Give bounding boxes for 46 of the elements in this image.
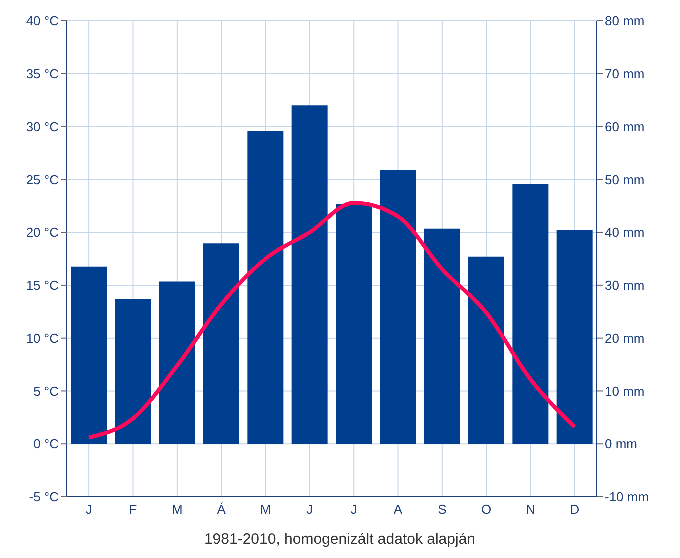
y2-tick-label: 30 mm — [605, 278, 645, 294]
y-tick-label: 35 °C — [26, 66, 59, 82]
y-tick-label: 5 °C — [34, 384, 59, 399]
bar — [292, 106, 328, 444]
bar — [248, 131, 284, 444]
bar — [115, 299, 152, 444]
y-tick-label: 0 °C — [34, 436, 59, 452]
text: 1981-2010, homogenizált adatok alapján — [203, 531, 477, 548]
x-tick-label: S — [438, 502, 448, 518]
bar — [468, 256, 504, 444]
y2-tick-label: 40 mm — [605, 225, 645, 240]
x-tick-label: A — [394, 502, 403, 518]
x-tick-label: M — [260, 502, 272, 518]
bar — [380, 170, 416, 444]
bar — [336, 204, 372, 444]
x-tick-label: M — [172, 502, 183, 518]
y-tick-label: 20 °C — [26, 225, 59, 240]
bar — [512, 184, 549, 444]
y2-tick-label: 0 mm — [605, 436, 638, 452]
y2-tick-label: 60 mm — [605, 119, 645, 134]
y2-tick-label: -10 mm — [605, 490, 650, 505]
y2-tick-label: 20 mm — [605, 330, 645, 346]
y2-tick-label: 80 mm — [605, 14, 645, 29]
x-tick-label: O — [482, 502, 492, 518]
y-tick-label: 25 °C — [26, 172, 59, 188]
bar — [204, 244, 240, 444]
x-tick-label: F — [129, 502, 138, 518]
y-tick-label: 40 °C — [26, 14, 59, 29]
bar — [71, 266, 107, 444]
y-tick-label: -5 °C — [29, 490, 59, 505]
y2-tick-label: 10 mm — [605, 384, 645, 399]
x-tick-label: D — [570, 502, 580, 518]
y-tick-label: 30 °C — [26, 119, 59, 134]
bar — [556, 230, 593, 444]
y-tick-label: 15 °C — [26, 278, 59, 294]
line-series — [87, 200, 577, 440]
x-tick-label: N — [526, 502, 536, 518]
y2-tick-label: 70 mm — [605, 66, 645, 82]
x-tick-label: Á — [217, 502, 226, 518]
bar — [424, 228, 460, 444]
x-tick-label: J — [86, 502, 92, 518]
x-tick-label: J — [306, 502, 314, 518]
bar — [159, 282, 196, 444]
x-tick-label: J — [350, 502, 358, 518]
y2-tick-label: 50 mm — [605, 172, 645, 188]
y-tick-label: 10 °C — [26, 330, 59, 346]
